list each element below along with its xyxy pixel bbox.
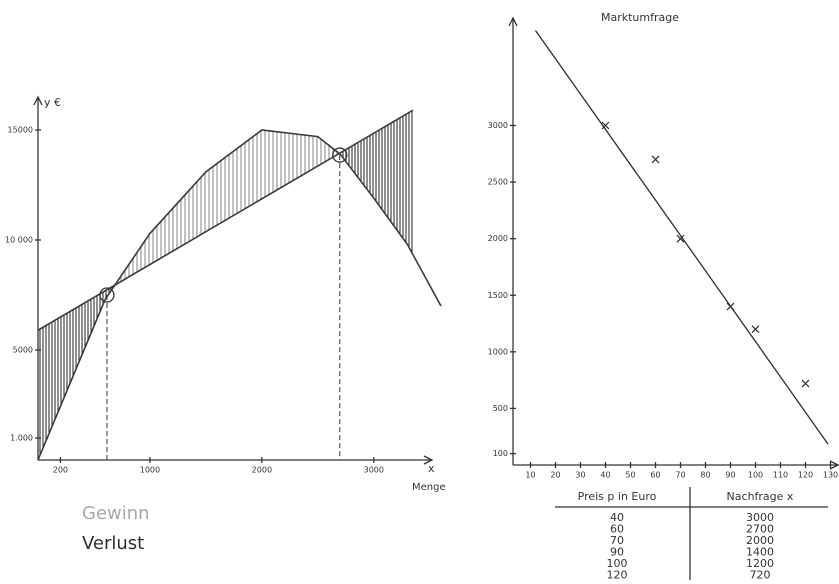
table-cell: 70: [610, 534, 624, 547]
x-tick-label: 50: [625, 471, 635, 480]
data-point: [751, 325, 760, 334]
x-tick-label: 10: [525, 471, 535, 480]
x-arrow: [829, 460, 839, 470]
y-arrow: [33, 95, 43, 106]
table-header: Nachfrage x: [727, 490, 794, 503]
y-tick-label: 100: [493, 449, 508, 458]
table-cell: 2000: [746, 534, 774, 547]
table-cell: 40: [610, 511, 624, 524]
x-tick-label: 1000: [140, 466, 160, 475]
x-tick-label: 110: [773, 471, 788, 480]
x-tick-label: 20: [550, 471, 560, 480]
y-tick-label: 2500: [488, 178, 508, 187]
loss-area: [339, 110, 413, 255]
break-even-marker: [332, 147, 348, 163]
table-cell: 1400: [746, 546, 774, 559]
x-tick-label: 3000: [364, 466, 384, 475]
table: Preis p in Euro Nachfrage x 40 3000 60 2700 70…: [555, 487, 828, 582]
table-cell: 3000: [746, 511, 774, 524]
y-tick-label: 1.000: [10, 434, 33, 443]
legend-entry: Gewinn: [82, 503, 150, 524]
y-tick-label: 1000: [488, 347, 508, 356]
y-tick-label: 1500: [488, 291, 508, 300]
legend-entry: Verlust: [82, 533, 144, 554]
table-cell: 120: [607, 569, 628, 582]
table-cell: 1200: [746, 557, 774, 570]
x-tick-label: 70: [675, 471, 685, 480]
data-point: [676, 234, 685, 243]
table-header: Preis p in Euro: [578, 490, 657, 503]
y-tick-label: 15000: [8, 126, 33, 135]
x-arrow: [423, 455, 434, 465]
curve: [37, 109, 414, 331]
x-tick-label: 130: [823, 471, 838, 480]
y-axis-label: y €: [44, 96, 61, 109]
x-tick-label: 80: [700, 471, 710, 480]
data-point: [726, 302, 735, 311]
left-chart: y € x Menge Gewinn Verlust 200 1000 2000 3000 1.0…: [5, 95, 446, 554]
x-tick-label: 2000: [252, 466, 272, 475]
y-tick-label: 5000: [13, 346, 33, 355]
table-cell: 2700: [746, 523, 774, 536]
chart-title: Marktumfrage: [601, 11, 679, 24]
x-tick-label: 40: [600, 471, 610, 480]
x-axis-name: Menge: [412, 482, 446, 493]
x-tick-label: 60: [650, 471, 660, 480]
profit-area: [114, 130, 340, 286]
data-point: [801, 379, 810, 388]
table-cell: 720: [750, 569, 771, 582]
y-tick-label: 3000: [488, 121, 508, 130]
table-cell: 60: [610, 523, 624, 536]
x-tick-label: 200: [53, 466, 68, 475]
loss-area: [38, 285, 115, 460]
y-tick-label: 500: [493, 404, 508, 413]
data-point: [651, 155, 660, 164]
x-tick-label: 120: [798, 471, 813, 480]
curve: [37, 129, 442, 461]
data-point: [601, 121, 610, 130]
table-cell: 100: [607, 557, 628, 570]
x-axis-label: x: [428, 462, 435, 475]
x-tick-label: 90: [725, 471, 735, 480]
table-cell: 90: [610, 546, 624, 559]
y-tick-label: 10 000: [5, 236, 33, 245]
y-tick-label: 2000: [488, 234, 508, 243]
break-even-marker: [99, 287, 115, 303]
x-tick-label: 30: [575, 471, 585, 480]
x-tick-label: 100: [748, 471, 763, 480]
y-arrow: [508, 16, 518, 27]
right-chart: Marktumfrage 10 20 30 40 50 60 70 80 90 100 110 120 1…: [488, 11, 839, 480]
